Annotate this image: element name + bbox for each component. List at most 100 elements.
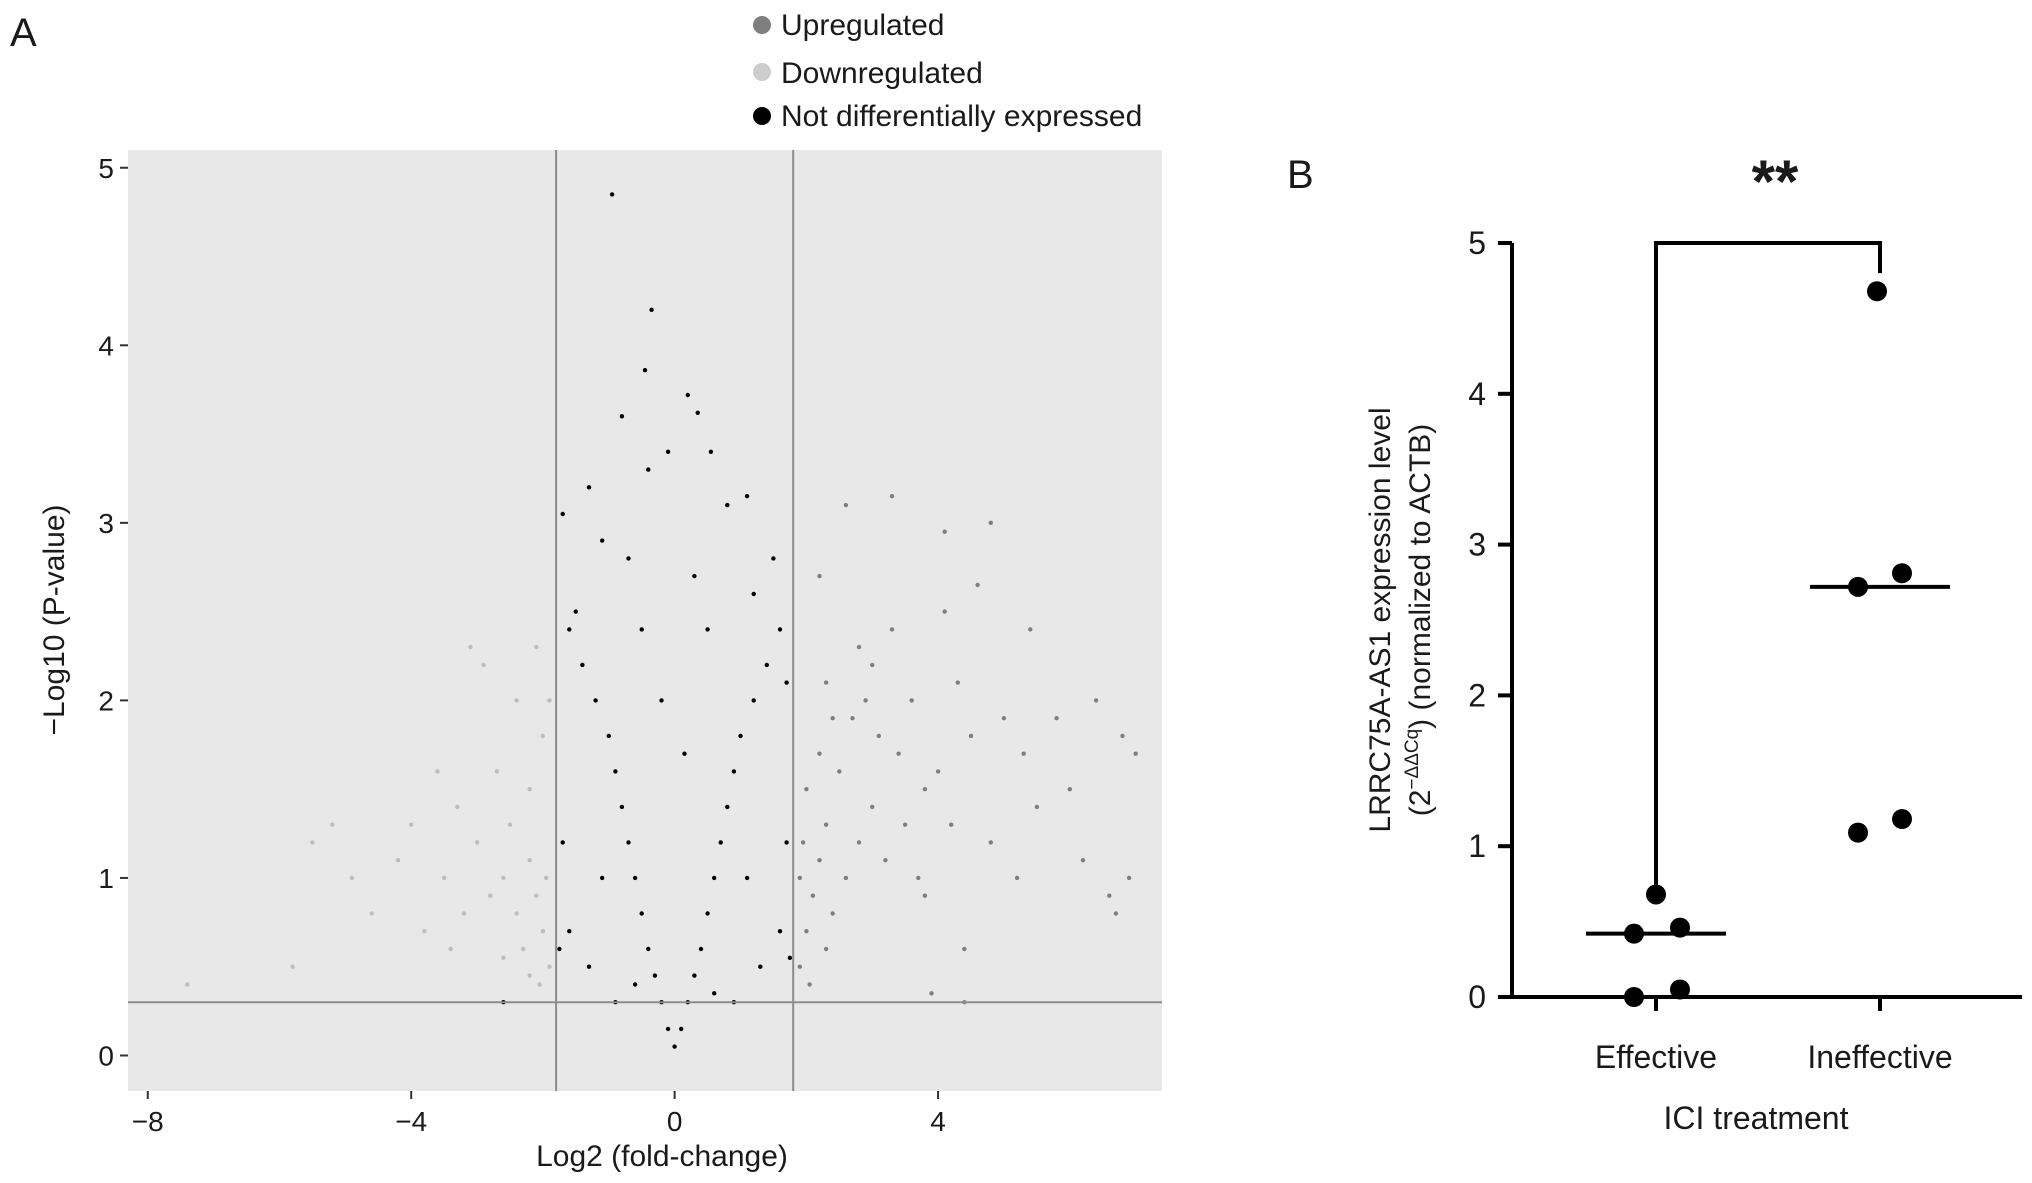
x-tick-label: −4 [395,1106,427,1137]
point-upregulated [830,911,835,916]
point-upregulated [817,858,822,863]
point-upregulated [817,573,822,579]
point-downregulated [290,964,295,969]
legend-label-not-de: Not differentially expressed [781,100,1142,133]
volcano-legend: Upregulated Downregulated Not differenti… [753,9,1142,133]
point-not-de [557,946,562,952]
point-upregulated [1067,787,1073,792]
point-not-de [712,875,717,881]
data-point [1892,809,1912,830]
point-upregulated [1093,698,1099,703]
volcano-points [185,192,1138,1049]
point-not-de [751,591,756,597]
point-not-de [600,875,605,881]
volcano-plot-panel: A Upregulated Downregulated Not differen… [10,9,1162,1173]
point-upregulated [883,858,888,863]
point-downregulated [435,769,440,774]
point-upregulated [1107,893,1112,898]
legend-marker-downregulated [753,63,771,81]
point-not-de [787,955,793,960]
point-not-de [744,494,750,499]
point-not-de [560,840,565,845]
point-downregulated [349,875,355,881]
point-not-de [626,556,631,561]
point-not-de [682,751,687,756]
point-not-de [626,840,631,845]
point-upregulated [1001,716,1007,721]
point-not-de [698,946,704,952]
point-not-de [619,414,625,419]
point-upregulated [988,840,993,845]
point-not-de [560,511,565,517]
legend-marker-not-de [753,107,771,125]
point-not-de [659,698,664,703]
point-upregulated [863,698,868,703]
point-not-de [646,946,651,952]
x-tick-label: 4 [930,1106,946,1137]
y-title-superscript: −ΔΔCq [1402,729,1423,790]
point-not-de [600,538,605,543]
volcano-axis-ticks: −8 −4 0 4 0 1 2 3 4 5 [98,153,945,1137]
point-upregulated [804,929,809,934]
significance-bracket [1654,241,1882,892]
point-upregulated [1113,911,1119,916]
point-upregulated [1021,751,1026,756]
point-upregulated [988,520,993,525]
point-not-de [613,769,618,774]
y-tick-label: 1 [1468,828,1486,864]
point-upregulated [856,644,862,650]
point-not-de [771,556,776,561]
point-upregulated [889,627,895,632]
point-downregulated [527,973,532,978]
point-upregulated [929,991,934,996]
point-downregulated [544,875,549,881]
point-not-de [738,733,743,739]
point-upregulated [804,787,809,792]
point-downregulated [468,644,473,650]
data-point [1670,917,1690,938]
point-not-de [665,449,671,454]
point-not-de [586,964,592,969]
point-upregulated [962,946,967,952]
point-upregulated [949,822,954,827]
point-not-de [725,502,730,508]
point-downregulated [534,893,539,898]
y-title-suffix: ) (normalized to ACTB) [1404,424,1437,729]
point-upregulated [896,751,901,756]
data-point [1670,979,1690,1000]
point-upregulated [823,946,829,952]
point-upregulated [1120,733,1125,739]
point-not-de [692,973,697,978]
point-upregulated [942,609,947,614]
panel-b-label: B [1287,153,1314,197]
point-not-de [586,485,592,490]
point-upregulated [942,529,947,534]
point-upregulated [955,680,960,685]
point-not-de [712,991,717,996]
point-downregulated [534,644,539,650]
point-downregulated [547,698,552,703]
point-not-de [679,1026,684,1032]
point-downregulated [521,946,526,952]
point-not-de [705,627,710,632]
data-point [1867,281,1887,302]
point-not-de [639,627,644,632]
category-label-ineffective: Ineffective [1807,1039,1952,1075]
point-upregulated [870,804,875,810]
point-upregulated [935,769,941,774]
point-not-de [692,573,697,579]
point-downregulated [455,804,460,810]
dot-plot-axis-ticks: 0 1 2 3 4 5 [1468,225,1882,1015]
point-upregulated [800,840,806,845]
legend-label-upregulated: Upregulated [781,9,944,42]
volcano-x-axis-title: Log2 (fold-change) [536,1140,788,1173]
point-not-de [609,192,615,197]
volcano-plot-background [128,150,1162,1091]
point-downregulated [527,858,532,863]
point-downregulated [474,840,480,845]
y-tick-label: 1 [98,863,114,894]
point-upregulated [797,964,802,969]
point-upregulated [975,582,980,588]
point-not-de [639,911,644,916]
point-not-de [652,973,658,978]
